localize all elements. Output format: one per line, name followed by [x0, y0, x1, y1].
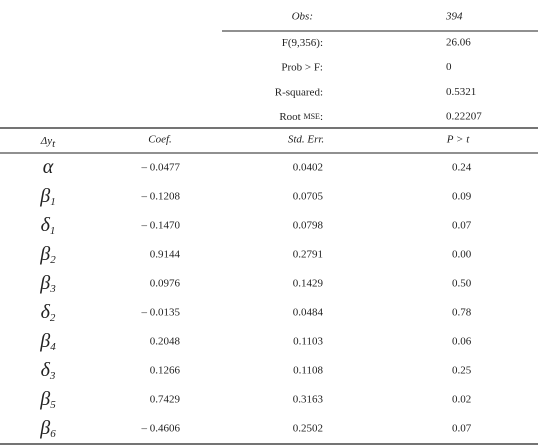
- variable: β1: [39, 185, 55, 208]
- variable-symbol: δ: [41, 359, 51, 381]
- var-header: Δyt: [40, 135, 56, 150]
- stat-label-text: Root: [279, 111, 303, 123]
- std-err: 0.0798: [293, 220, 324, 232]
- var-header-main: Δy: [40, 135, 52, 147]
- coef-header: Coef.: [148, 134, 172, 146]
- stat-label-end: :: [320, 111, 323, 123]
- variable: β4: [39, 330, 56, 353]
- variable-sub: 3: [49, 283, 56, 295]
- variable-symbol: δ: [41, 214, 51, 236]
- p-header: P > t: [446, 134, 470, 146]
- std-err: 0.2791: [293, 249, 323, 261]
- coef: 0.2048: [150, 336, 181, 348]
- stat-value: 26.06: [446, 37, 471, 49]
- variable-sub: 1: [50, 196, 56, 208]
- variable: β2: [39, 243, 56, 266]
- variable-symbol: β: [39, 243, 50, 265]
- variable: β3: [39, 272, 56, 295]
- stat-value: 0.5321: [446, 86, 476, 98]
- coef: – 0.1208: [141, 191, 181, 203]
- coef: – 0.0477: [141, 162, 181, 174]
- stat-label-text: R-squared:: [275, 86, 323, 98]
- p-value: 0.07: [452, 423, 472, 435]
- coef: – 0.1470: [141, 220, 181, 232]
- coef: – 0.4606: [141, 423, 181, 435]
- stat-value: 0: [446, 61, 452, 73]
- coef: – 0.0135: [141, 307, 181, 319]
- p-value: 0.24: [452, 162, 472, 174]
- stat-label-text: Prob > F:: [281, 61, 323, 73]
- coef: 0.0976: [150, 278, 181, 290]
- obs-label: Obs:: [292, 11, 313, 23]
- p-value: 0.09: [452, 191, 472, 203]
- variable-symbol: α: [43, 156, 54, 178]
- variable-sub: 3: [49, 370, 56, 382]
- std-err: 0.1108: [293, 365, 323, 377]
- p-value: 0.50: [452, 278, 472, 290]
- std-err: 0.2502: [293, 423, 323, 435]
- p-value: 0.00: [452, 249, 472, 261]
- stat-label: Prob > F:: [281, 61, 323, 73]
- stat-label-small: MSE: [303, 112, 320, 121]
- stat-label-text: F(9,356):: [282, 37, 323, 49]
- variable-sub: 6: [50, 428, 56, 440]
- variable: β5: [39, 388, 56, 411]
- p-value: 0.07: [452, 220, 472, 232]
- stat-label: F(9,356):: [282, 37, 323, 49]
- std-err: 0.1429: [293, 278, 324, 290]
- variable-sub: 1: [50, 225, 56, 237]
- p-value: 0.02: [452, 394, 471, 406]
- variable-symbol: β: [39, 388, 50, 410]
- std-err: 0.0402: [293, 162, 323, 174]
- se-header: Std. Err.: [288, 134, 324, 146]
- coef: 0.9144: [150, 249, 181, 261]
- variable-symbol: β: [39, 185, 50, 207]
- stat-label: Root MSE:: [279, 111, 323, 123]
- p-value: 0.25: [452, 365, 472, 377]
- coef: 0.7429: [150, 394, 181, 406]
- var-header-sub: t: [52, 138, 56, 150]
- variable-sub: 2: [50, 254, 56, 266]
- std-err: 0.3163: [293, 394, 324, 406]
- stat-label: R-squared:: [275, 86, 323, 98]
- std-err: 0.1103: [293, 336, 323, 348]
- variable: δ3: [41, 359, 56, 382]
- variable-sub: 4: [50, 341, 56, 353]
- variable-sub: 2: [50, 312, 56, 324]
- std-err: 0.0705: [293, 191, 324, 203]
- obs-value: 394: [445, 11, 463, 23]
- variable-symbol: β: [39, 417, 50, 439]
- p-value: 0.78: [452, 307, 472, 319]
- std-err: 0.0484: [293, 307, 324, 319]
- coef: 0.1266: [150, 365, 181, 377]
- variable-symbol: δ: [41, 301, 51, 323]
- variable: δ1: [41, 214, 56, 237]
- stat-value: 0.22207: [446, 111, 482, 123]
- variable-symbol: β: [39, 272, 50, 294]
- variable-sub: 5: [50, 399, 56, 411]
- variable-symbol: β: [39, 330, 50, 352]
- p-value: 0.06: [452, 336, 472, 348]
- variable: α: [43, 156, 54, 178]
- variable: β6: [39, 417, 56, 440]
- variable: δ2: [41, 301, 56, 324]
